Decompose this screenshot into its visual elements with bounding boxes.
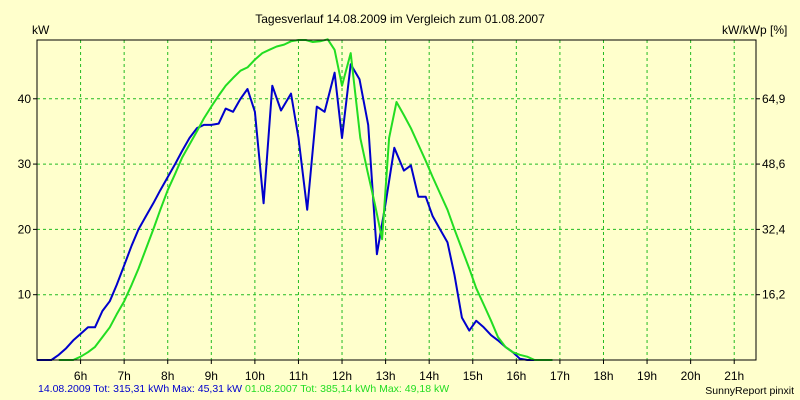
y-axis-right-label: kW/kWp [%]	[722, 23, 787, 37]
x-tick-label: 11h	[289, 369, 308, 383]
credit: SunnyReport pinxit	[705, 385, 794, 397]
x-tick-label: 21h	[724, 369, 744, 383]
x-tick-label: 17h	[550, 369, 570, 383]
x-tick-label: 6h	[74, 369, 87, 383]
x-tick-label: 13h	[376, 369, 396, 383]
x-tick-label: 8h	[161, 369, 174, 383]
x-tick-label: 12h	[332, 369, 352, 383]
y-tick-label-right: 32,4	[762, 222, 786, 236]
y-axis-left-label: kW	[32, 23, 50, 37]
y-tick-label-right: 64,9	[762, 92, 786, 106]
y-tick-label-left: 20	[18, 222, 32, 236]
x-tick-label: 15h	[463, 369, 483, 383]
x-tick-label: 18h	[593, 369, 613, 383]
x-tick-label: 9h	[205, 369, 218, 383]
x-tick-label: 16h	[506, 369, 526, 383]
x-tick-label: 7h	[117, 369, 130, 383]
x-tick-label: 19h	[637, 369, 657, 383]
chart-title: Tagesverlauf 14.08.2009 im Vergleich zum…	[255, 12, 545, 26]
y-tick-label-left: 30	[18, 157, 32, 171]
ticks: 6h 7h 8h 9h 10h 11h 12h 13h 14h 15h 16h 17h 18h 19h 20…	[18, 92, 786, 383]
x-tick-label: 14h	[419, 369, 439, 383]
grid	[37, 40, 756, 360]
legend-series-2: 01.08.2007 Tot: 385,14 kWh Max: 49,18 kW	[245, 383, 450, 395]
legend: 14.08.2009 Tot: 315,31 kWh Max: 45,31 kW…	[38, 383, 449, 395]
y-tick-label-left: 40	[18, 92, 32, 106]
plot-frame	[36, 39, 757, 361]
legend-series-1: 14.08.2009 Tot: 315,31 kWh Max: 45,31 kW	[38, 383, 243, 395]
x-tick-label: 20h	[681, 369, 701, 383]
x-tick-label: 10h	[245, 369, 265, 383]
y-tick-label-right: 16,2	[762, 288, 786, 302]
series-line-1	[37, 63, 539, 361]
series-lines	[37, 38, 553, 361]
y-tick-label-right: 48,6	[762, 157, 786, 171]
y-tick-label-left: 10	[18, 288, 32, 302]
